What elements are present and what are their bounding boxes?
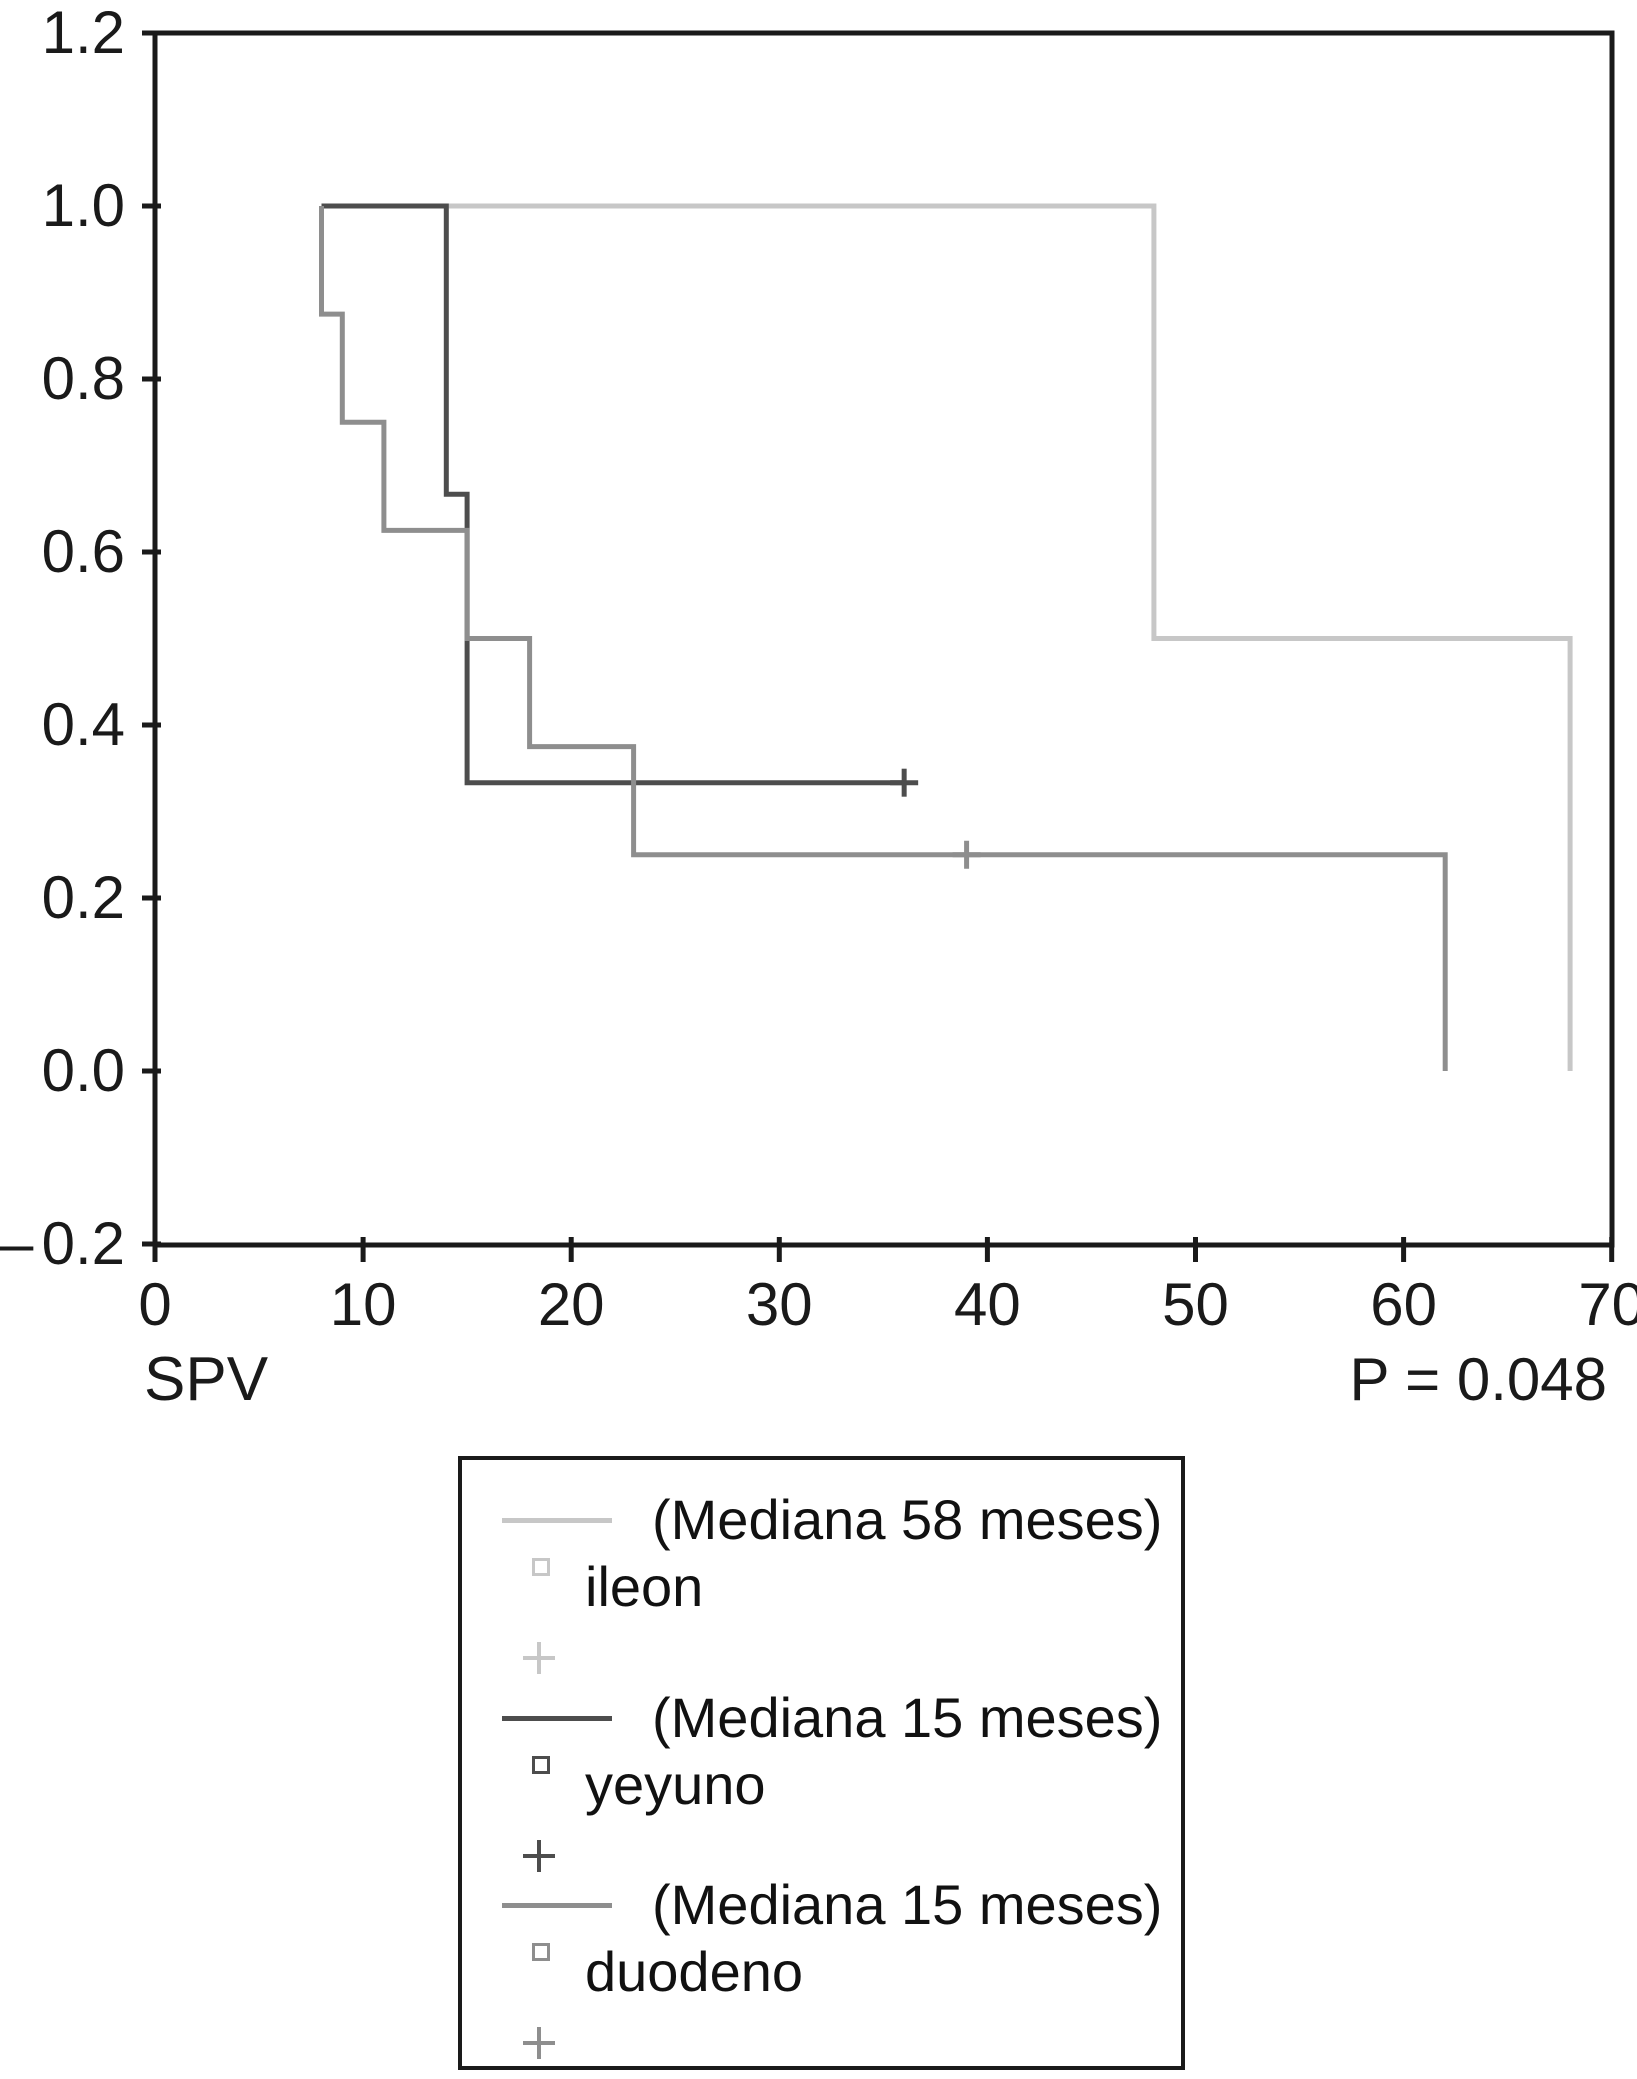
series-curve-duodeno (319, 206, 1448, 1071)
legend-series-name-ileon: ileon (585, 1555, 704, 1618)
y-tick-label-1.2: 1.2 (41, 0, 125, 66)
x-axis-label: SPV (144, 1345, 269, 1414)
legend-censor-plus-icon-duodeno (537, 2027, 541, 2059)
y-tick-label-0.8: 0.8 (41, 345, 125, 412)
legend-censor-plus-icon-yeyuno (537, 1840, 541, 1872)
y-tick-label--0.2: 0.2 (41, 1210, 125, 1277)
y-tick-label-1: 1.0 (41, 172, 125, 239)
y-tick-label-0.2: 0.2 (41, 864, 125, 931)
legend-median-label-ileon: (Mediana 58 meses) (652, 1488, 1163, 1551)
x-tick-label-50: 50 (1162, 1271, 1229, 1338)
legend-series-name-yeyuno: yeyuno (585, 1753, 766, 1816)
x-tick-label-20: 20 (537, 1271, 605, 1338)
x-tick-label-70: 70 (1578, 1271, 1637, 1338)
legend-median-label-yeyuno: (Mediana 15 meses) (652, 1686, 1163, 1749)
y-tick-label-0.4: 0.4 (41, 691, 125, 758)
x-tick-label-60: 60 (1370, 1271, 1437, 1338)
legend-median-label-duodeno: (Mediana 15 meses) (652, 1873, 1163, 1936)
legend-censor-plus-icon-ileon (537, 1642, 541, 1674)
legend-series-name-duodeno: duodeno (585, 1940, 804, 2003)
legend-censor-square-icon-duodeno (532, 1943, 550, 1961)
plot-frame (152, 30, 1615, 1248)
legend-censor-square-icon-ileon (532, 1558, 550, 1576)
y-tick-minus-sign: – (0, 1210, 34, 1277)
x-tick-label-0: 0 (138, 1271, 172, 1338)
y-tick-label-0.6: 0.6 (41, 518, 125, 585)
legend-line-swatch-duodeno (502, 1903, 612, 1908)
series-curve-yeyuno (321, 203, 905, 786)
x-tick-label-40: 40 (954, 1271, 1021, 1338)
legend-box: (Mediana 58 meses) ileon (Mediana 15 meses… (458, 1456, 1185, 2070)
x-tick-label-30: 30 (745, 1271, 813, 1338)
legend-line-swatch-ileon (502, 1518, 612, 1523)
legend-censor-square-icon-yeyuno (532, 1756, 550, 1774)
y-tick-label-0: 0.0 (41, 1037, 125, 1104)
series-curve-ileon (321, 203, 1573, 1071)
x-tick-label-10: 10 (329, 1271, 397, 1338)
p-value-annotation: P = 0.048 (1349, 1346, 1607, 1413)
legend-line-swatch-yeyuno (502, 1716, 612, 1721)
